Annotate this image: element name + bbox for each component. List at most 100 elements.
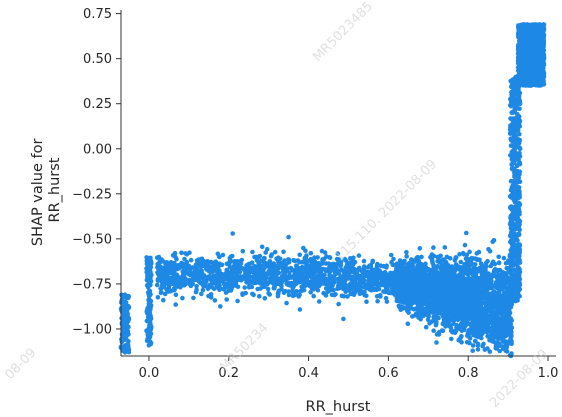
data-point [498, 297, 503, 303]
data-point [257, 294, 262, 299]
data-point [269, 252, 275, 257]
data-point [333, 270, 338, 275]
data-point [401, 306, 406, 311]
data-point [483, 260, 489, 266]
data-point [454, 297, 459, 302]
data-point [499, 331, 505, 336]
data-point [516, 294, 521, 300]
data-point [430, 273, 436, 278]
data-point [242, 285, 247, 290]
data-point [448, 328, 454, 334]
data-point [508, 219, 513, 225]
data-point [480, 280, 485, 285]
data-point [356, 253, 362, 258]
data-point [252, 254, 257, 260]
data-point [509, 92, 514, 97]
data-point [474, 256, 480, 262]
data-point [177, 262, 183, 268]
data-point [439, 307, 444, 313]
data-point [214, 276, 220, 282]
data-point [157, 263, 162, 269]
data-point [311, 293, 317, 299]
data-point [507, 353, 513, 358]
data-point [222, 282, 227, 287]
data-point [497, 304, 503, 309]
data-point [416, 297, 421, 303]
data-point [515, 128, 521, 133]
data-point [307, 269, 312, 275]
data-point [431, 328, 437, 334]
data-point [338, 274, 343, 279]
data-point [396, 303, 402, 309]
data-point [341, 316, 346, 322]
data-point [265, 286, 271, 292]
data-point [208, 264, 213, 270]
data-point [327, 255, 333, 260]
data-point [458, 307, 464, 312]
data-point [370, 259, 375, 265]
data-point [353, 284, 358, 290]
data-point [398, 262, 404, 267]
data-point [417, 246, 423, 251]
data-point [332, 265, 338, 271]
data-point [459, 327, 464, 332]
data-point [458, 259, 464, 265]
data-point [204, 275, 210, 280]
data-point [214, 273, 219, 278]
data-point [499, 310, 504, 316]
data-point [196, 263, 202, 268]
data-point [358, 268, 364, 273]
data-point [262, 296, 268, 301]
data-point [126, 331, 131, 337]
data-point [171, 280, 177, 285]
data-point [506, 305, 512, 311]
data-point [361, 258, 367, 264]
data-point [399, 270, 405, 276]
data-point [492, 284, 498, 290]
data-point [335, 251, 341, 256]
data-point [432, 313, 437, 319]
data-point [187, 278, 192, 284]
data-point [517, 90, 523, 96]
data-point [491, 238, 497, 243]
data-point [460, 272, 466, 277]
data-point [178, 284, 183, 290]
data-point [271, 267, 277, 273]
data-point [272, 249, 278, 255]
data-point [503, 275, 508, 281]
data-point [460, 250, 466, 256]
data-point [346, 275, 352, 280]
data-point [513, 289, 518, 295]
data-point [219, 274, 225, 279]
data-point [230, 271, 235, 277]
data-point [147, 340, 153, 345]
data-point [172, 250, 178, 256]
data-point [124, 313, 130, 318]
data-point [193, 275, 198, 281]
data-point [146, 331, 152, 336]
data-point [204, 265, 209, 271]
data-point [199, 291, 204, 297]
data-point [199, 268, 204, 273]
data-point [476, 307, 482, 312]
data-point [509, 185, 515, 190]
data-point [308, 250, 314, 256]
data-point [245, 272, 251, 277]
data-point [147, 299, 153, 305]
data-point [348, 291, 354, 297]
data-point [262, 255, 267, 261]
data-point [170, 288, 176, 293]
data-point [257, 253, 263, 259]
data-point [161, 297, 166, 303]
data-point [332, 292, 337, 298]
data-point [297, 279, 303, 285]
data-point [407, 292, 413, 297]
data-point [253, 277, 258, 283]
data-point [449, 336, 454, 342]
data-point [347, 282, 353, 287]
data-point [396, 284, 401, 289]
data-point [429, 257, 435, 263]
data-point [477, 311, 483, 317]
data-point [470, 348, 476, 354]
data-point [199, 256, 205, 262]
